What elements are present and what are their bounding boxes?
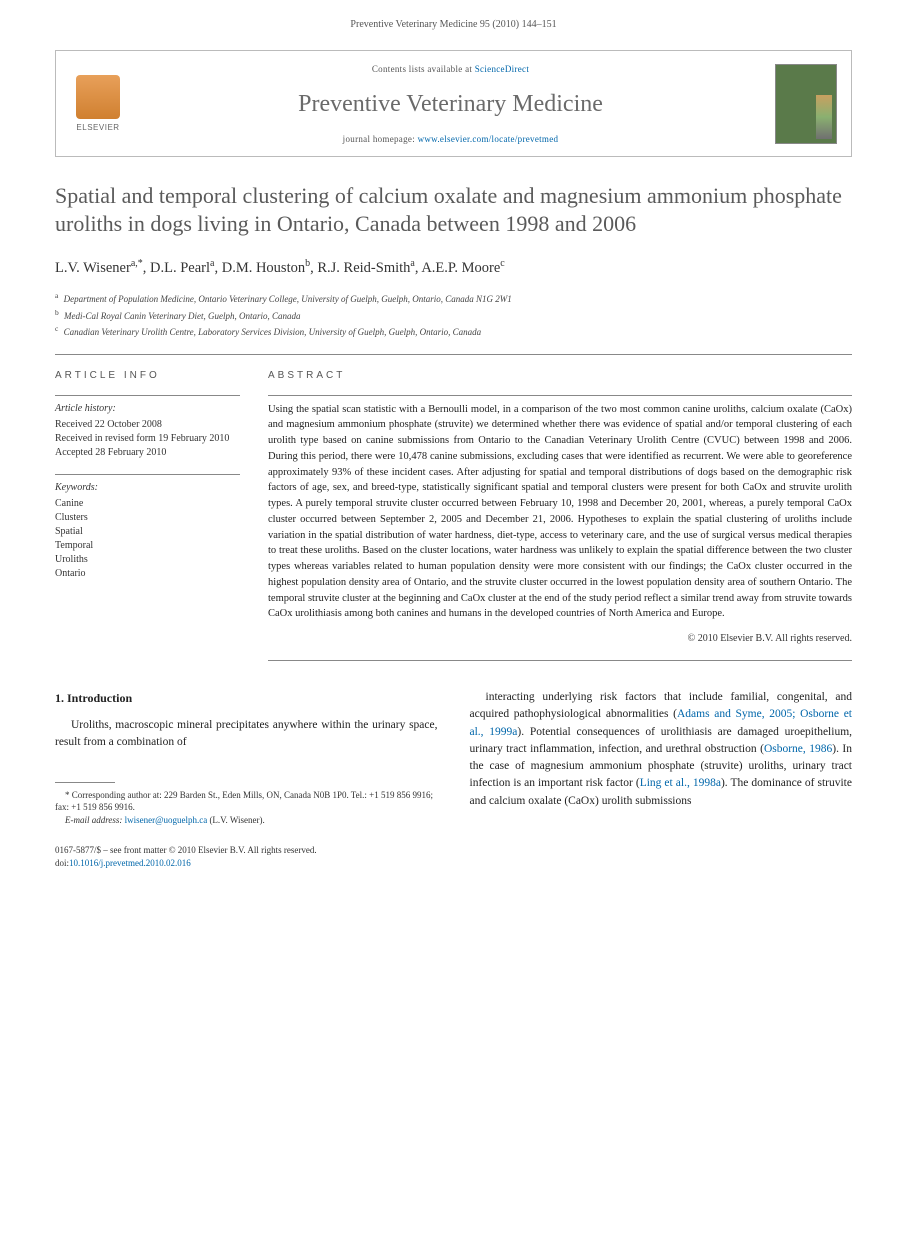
doi-link[interactable]: 10.1016/j.prevetmed.2010.02.016 (69, 858, 191, 868)
authors-line: L.V. Wisenera,*, D.L. Pearla, D.M. Houst… (55, 257, 852, 278)
contents-available-line: Contents lists available at ScienceDirec… (140, 63, 761, 76)
abstract-copyright: © 2010 Elsevier B.V. All rights reserved… (268, 632, 852, 661)
citation-link[interactable]: Osborne, 1986 (764, 743, 832, 755)
running-head: Preventive Veterinary Medicine 95 (2010)… (0, 0, 907, 40)
doi-prefix: doi: (55, 858, 69, 868)
abstract-text: Using the spatial scan statistic with a … (268, 395, 852, 623)
abstract-column: ABSTRACT Using the spatial scan statisti… (268, 369, 852, 662)
article-info-heading: ARTICLE INFO (55, 369, 240, 383)
email-label: E-mail address: (65, 815, 125, 825)
info-abstract-row: ARTICLE INFO Article history: Received 2… (55, 354, 852, 662)
body-two-column: 1. Introduction Uroliths, macroscopic mi… (55, 689, 852, 826)
intro-para-right: interacting underlying risk factors that… (470, 689, 853, 810)
keyword-item: Clusters (55, 511, 240, 525)
elsevier-tree-icon (76, 75, 120, 119)
journal-center-block: Contents lists available at ScienceDirec… (140, 63, 761, 146)
email-suffix: (L.V. Wisener). (207, 815, 265, 825)
footnote-separator (55, 782, 115, 783)
citation-link[interactable]: Adams and Syme, 2005; Osborne et al., 19… (470, 708, 853, 737)
history-item: Received in revised form 19 February 201… (55, 432, 240, 446)
sciencedirect-link[interactable]: ScienceDirect (475, 64, 529, 74)
abstract-heading: ABSTRACT (268, 369, 852, 383)
homepage-line: journal homepage: www.elsevier.com/locat… (140, 133, 761, 146)
history-item: Received 22 October 2008 (55, 418, 240, 432)
journal-masthead-box: ELSEVIER Contents lists available at Sci… (55, 50, 852, 157)
article-front-matter: Spatial and temporal clustering of calci… (55, 182, 852, 661)
corr-email-link[interactable]: lwisener@uoguelph.ca (125, 815, 208, 825)
journal-name: Preventive Veterinary Medicine (140, 88, 761, 122)
front-matter-line: 0167-5877/$ – see front matter © 2010 El… (55, 844, 852, 857)
article-title: Spatial and temporal clustering of calci… (55, 182, 852, 239)
elsevier-label: ELSEVIER (76, 122, 119, 133)
contents-prefix: Contents lists available at (372, 64, 475, 74)
homepage-link[interactable]: www.elsevier.com/locate/prevetmed (418, 134, 559, 144)
page-footer: 0167-5877/$ – see front matter © 2010 El… (55, 844, 852, 869)
citation-link[interactable]: Ling et al., 1998a (640, 777, 721, 789)
body-column-left: 1. Introduction Uroliths, macroscopic mi… (55, 689, 438, 826)
keyword-item: Uroliths (55, 553, 240, 567)
keyword-item: Ontario (55, 567, 240, 581)
section-1-heading: 1. Introduction (55, 689, 438, 707)
corresponding-author-footnote: * Corresponding author at: 229 Barden St… (55, 789, 438, 814)
affiliations-block: a Department of Population Medicine, Ont… (55, 290, 852, 340)
doi-line: doi:10.1016/j.prevetmed.2010.02.016 (55, 857, 852, 870)
body-column-right: interacting underlying risk factors that… (470, 689, 853, 826)
keyword-item: Spatial (55, 525, 240, 539)
homepage-prefix: journal homepage: (343, 134, 418, 144)
corr-prefix: * Corresponding author at: (65, 790, 164, 800)
elsevier-logo: ELSEVIER (70, 73, 126, 135)
affiliation-line: c Canadian Veterinary Urolith Centre, La… (55, 323, 852, 340)
intro-para-left: Uroliths, macroscopic mineral precipitat… (55, 717, 438, 752)
affiliation-line: b Medi-Cal Royal Canin Veterinary Diet, … (55, 307, 852, 324)
journal-cover-thumbnail (775, 64, 837, 144)
keywords-label: Keywords: (55, 474, 240, 495)
keyword-item: Canine (55, 497, 240, 511)
article-history-label: Article history: (55, 395, 240, 416)
history-item: Accepted 28 February 2010 (55, 446, 240, 460)
affiliation-line: a Department of Population Medicine, Ont… (55, 290, 852, 307)
email-footnote: E-mail address: lwisener@uoguelph.ca (L.… (55, 814, 438, 827)
article-info-column: ARTICLE INFO Article history: Received 2… (55, 369, 240, 662)
keyword-item: Temporal (55, 539, 240, 553)
